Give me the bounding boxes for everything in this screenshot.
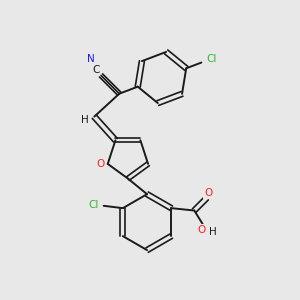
Text: H: H: [81, 115, 89, 125]
Text: Cl: Cl: [207, 54, 217, 64]
Text: H: H: [209, 227, 217, 237]
Text: C: C: [92, 65, 99, 75]
Text: O: O: [96, 159, 104, 169]
Text: O: O: [197, 225, 205, 235]
Text: O: O: [204, 188, 212, 198]
Text: Cl: Cl: [88, 200, 99, 210]
Text: N: N: [87, 54, 94, 64]
